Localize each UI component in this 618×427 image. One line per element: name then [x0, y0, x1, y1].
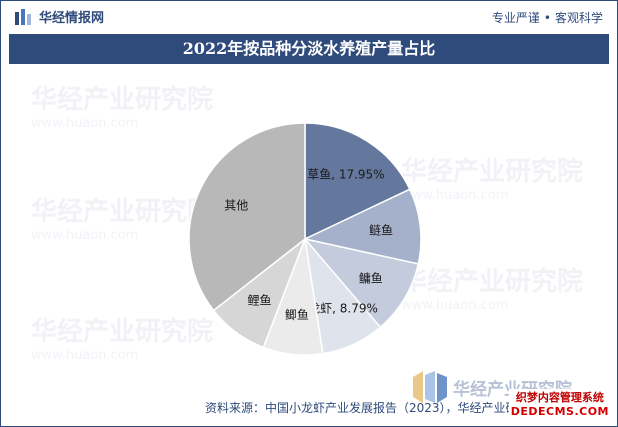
brand-name: 华经情报网	[39, 11, 105, 26]
slice-label-0: 草鱼, 17.95%	[307, 167, 384, 181]
slice-label-1: 鲢鱼	[369, 222, 393, 237]
brand: 华经情报网	[15, 7, 104, 26]
badge-line1: 织梦内容管理系统	[515, 391, 604, 404]
site-badge: 织梦内容管理系统 DEDECMS.COM	[508, 389, 611, 418]
tagline-left: 专业严谨	[491, 11, 540, 25]
chart-title: 2022年按品种分淡水养殖产量占比	[9, 34, 609, 64]
brand-logo-icon	[15, 8, 31, 25]
pie-slice-0	[304, 122, 411, 241]
slice-label-4: 鲫鱼	[285, 308, 309, 322]
slice-label-6: 其他	[224, 198, 248, 212]
pie-slice-6	[188, 122, 306, 312]
footer-logo-icon	[413, 371, 447, 403]
badge-line2: DEDECMS.COM	[510, 405, 609, 418]
top-bar: 华经情报网 专业严谨 • 客观科学	[1, 1, 617, 31]
tagline-right: 客观科学	[554, 11, 603, 25]
pie-slice-2	[302, 237, 420, 329]
slice-label-2: 鳙鱼	[359, 270, 383, 285]
tagline-separator: •	[543, 11, 551, 25]
source-note: 资料来源：中国小龙虾产业发展报告（2023），华经产业研究院整理	[205, 401, 566, 415]
slice-label-5: 鲤鱼	[247, 294, 271, 308]
tagline: 专业严谨 • 客观科学	[492, 9, 603, 26]
